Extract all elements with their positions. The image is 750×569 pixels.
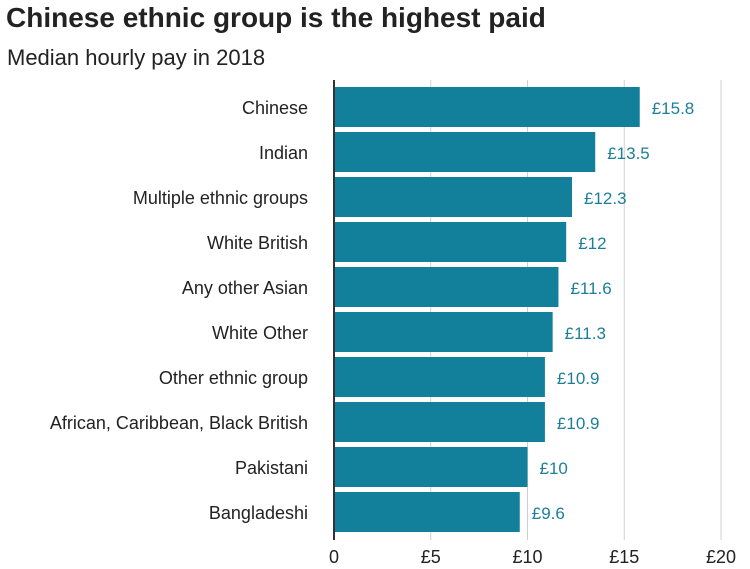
- data-label: £12.3: [584, 189, 627, 208]
- data-label: £9.6: [532, 504, 565, 523]
- data-label: £12: [578, 234, 606, 253]
- bar: [334, 402, 545, 442]
- category-label: Other ethnic group: [159, 368, 308, 388]
- data-label: £11.6: [570, 279, 611, 298]
- bar: [334, 492, 520, 532]
- x-tick-label: 0: [329, 547, 339, 567]
- bar: [334, 177, 573, 217]
- category-label: Chinese: [242, 98, 308, 118]
- data-label: £11.3: [565, 324, 606, 343]
- data-label: £15.8: [652, 99, 695, 118]
- bar: [334, 87, 640, 127]
- data-label: £13.5: [607, 144, 650, 163]
- bar: [334, 132, 596, 172]
- data-label: £10: [540, 459, 568, 478]
- category-label: Pakistani: [235, 458, 308, 478]
- data-label: £10.9: [557, 414, 600, 433]
- x-tick-label: £5: [421, 547, 441, 567]
- bar: [334, 447, 528, 487]
- chart-subtitle: Median hourly pay in 2018: [7, 45, 266, 70]
- category-label: Indian: [259, 143, 308, 163]
- x-tick-label: £20: [706, 547, 736, 567]
- chart-title: Chinese ethnic group is the highest paid: [6, 2, 546, 33]
- x-tick-label: £10: [512, 547, 542, 567]
- category-label: White British: [207, 233, 308, 253]
- category-label: White Other: [212, 323, 308, 343]
- x-tick-label: £15: [609, 547, 639, 567]
- bar: [334, 357, 545, 397]
- category-label: Bangladeshi: [209, 503, 308, 523]
- bar: [334, 312, 553, 352]
- bar: [334, 267, 559, 307]
- bar: [334, 222, 567, 262]
- category-label: Any other Asian: [182, 278, 308, 298]
- data-label: £10.9: [557, 369, 600, 388]
- category-label: Multiple ethnic groups: [133, 188, 308, 208]
- category-label: African, Caribbean, Black British: [50, 413, 308, 433]
